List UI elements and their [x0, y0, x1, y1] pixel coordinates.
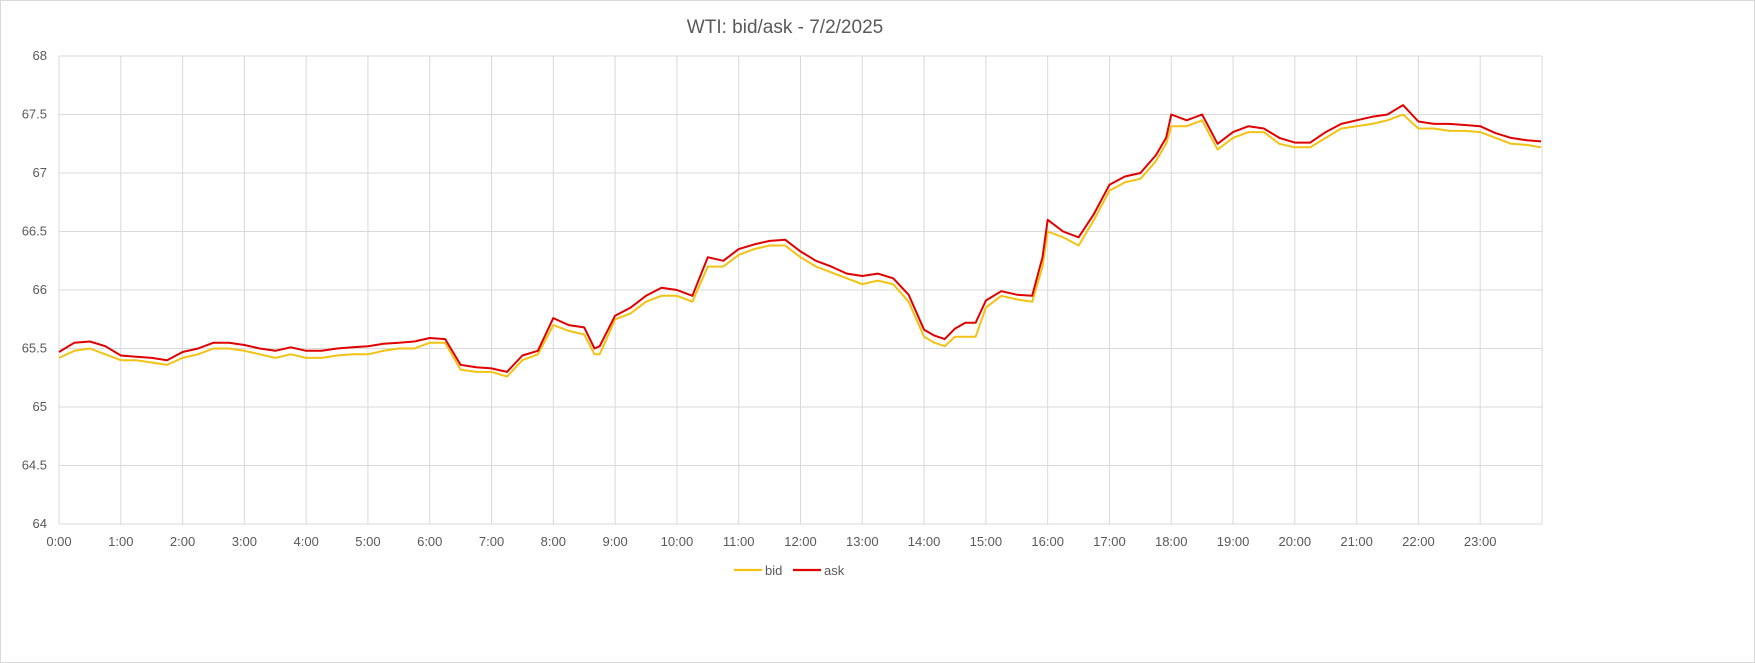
legend: bid ask — [734, 563, 845, 578]
x-tick-label: 18:00 — [1155, 534, 1188, 549]
x-tick-label: 11:00 — [723, 534, 755, 549]
x-tick-label: 0:00 — [46, 534, 71, 549]
x-tick-label: 8:00 — [541, 534, 566, 549]
series-line-bid — [58, 113, 1542, 378]
y-tick-label: 66 — [33, 282, 47, 297]
y-tick-label: 64.5 — [22, 458, 47, 473]
series-lines — [58, 104, 1542, 378]
x-tick-label: 22:00 — [1402, 534, 1435, 549]
x-tick-label: 9:00 — [602, 534, 627, 549]
x-tick-label: 7:00 — [479, 534, 504, 549]
x-tick-label: 21:00 — [1340, 534, 1373, 549]
x-axis-ticks: 0:00 1:00 2:00 3:00 4:00 5:00 6:00 7:00 8:00 9:00… — [46, 534, 1496, 549]
y-tick-label: 68 — [33, 48, 47, 63]
y-axis-ticks: 64 64.5 65 65.5 66 66.5 67 67.5 68 — [22, 48, 47, 531]
y-tick-label: 65 — [33, 399, 47, 414]
x-tick-label: 16:00 — [1031, 534, 1064, 549]
y-tick-label: 66.5 — [22, 224, 47, 239]
x-tick-label: 15:00 — [970, 534, 1003, 549]
x-tick-label: 13:00 — [846, 534, 879, 549]
x-tick-label: 17:00 — [1093, 534, 1126, 549]
x-tick-label: 23:00 — [1464, 534, 1497, 549]
chart-title: WTI: bid/ask - 7/2/2025 — [687, 17, 883, 38]
y-tick-label: 67.5 — [22, 107, 47, 122]
y-tick-label: 65.5 — [22, 341, 47, 356]
legend-label-ask: ask — [824, 563, 845, 578]
x-tick-label: 2:00 — [170, 534, 195, 549]
y-tick-label: 64 — [33, 516, 47, 531]
x-tick-label: 3:00 — [232, 534, 257, 549]
x-gridlines — [58, 56, 1543, 524]
series-line-ask — [58, 104, 1542, 373]
legend-label-bid: bid — [765, 563, 782, 578]
x-tick-label: 12:00 — [784, 534, 817, 549]
x-tick-label: 10:00 — [661, 534, 694, 549]
x-tick-label: 14:00 — [908, 534, 941, 549]
x-tick-label: 5:00 — [355, 534, 380, 549]
x-tick-label: 4:00 — [294, 534, 319, 549]
x-tick-label: 20:00 — [1279, 534, 1312, 549]
x-tick-label: 19:00 — [1217, 534, 1250, 549]
x-tick-label: 1:00 — [108, 534, 133, 549]
x-tick-label: 6:00 — [417, 534, 442, 549]
y-tick-label: 67 — [33, 165, 47, 180]
